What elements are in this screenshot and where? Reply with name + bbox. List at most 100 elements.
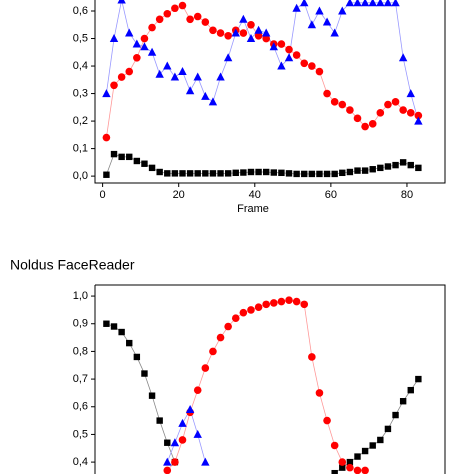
circle-marker	[346, 463, 354, 472]
triangle-marker	[170, 72, 180, 81]
circle-marker	[163, 9, 172, 18]
triangle-marker	[132, 39, 142, 48]
circle-marker	[384, 100, 392, 109]
circle-marker	[361, 122, 369, 131]
circle-marker	[285, 296, 293, 305]
triangle-marker	[193, 72, 202, 81]
square-marker	[339, 169, 346, 177]
square-marker	[148, 392, 156, 399]
square-marker	[399, 398, 407, 405]
triangle-marker	[406, 89, 415, 98]
square-marker	[331, 170, 338, 178]
square-marker	[407, 161, 414, 169]
circle-marker	[338, 100, 347, 109]
square-marker	[171, 170, 179, 177]
square-marker	[126, 339, 133, 347]
triangle-marker	[277, 61, 286, 70]
triangle-marker	[261, 28, 271, 37]
square-marker	[392, 411, 399, 419]
y-tick-label: 0,6	[73, 5, 88, 17]
square-marker	[331, 469, 338, 474]
triangle-marker	[391, 0, 400, 7]
square-marker	[110, 150, 118, 158]
square-marker	[285, 170, 293, 177]
circle-marker	[376, 109, 385, 117]
circle-marker	[231, 314, 240, 323]
square-marker	[240, 169, 247, 176]
square-marker	[209, 170, 217, 177]
y-tick-label: 1,0	[73, 290, 88, 302]
triangle-marker	[414, 116, 423, 125]
triangle-marker	[125, 28, 134, 37]
circle-marker	[308, 62, 316, 70]
triangle-marker	[246, 34, 256, 43]
triangle-marker	[201, 457, 210, 466]
triangle-marker	[140, 42, 149, 51]
circle-marker	[308, 353, 316, 361]
square-marker	[133, 157, 141, 165]
triangle-marker	[398, 53, 408, 62]
square-marker	[316, 170, 323, 178]
circle-marker	[391, 98, 400, 106]
triangle-marker	[376, 0, 385, 7]
square-marker	[369, 442, 376, 449]
triangle-marker	[223, 53, 233, 62]
circle-marker	[178, 1, 187, 10]
square-marker	[384, 163, 392, 170]
square-marker	[156, 168, 163, 176]
x-tick-label: 40	[249, 189, 261, 201]
circle-marker	[292, 51, 301, 59]
series-line	[106, 0, 419, 122]
circle-marker	[270, 299, 278, 307]
x-axis-label: Frame	[237, 203, 269, 215]
triangle-marker	[185, 405, 195, 414]
circle-marker	[178, 436, 187, 444]
square-marker	[377, 436, 384, 444]
square-marker	[247, 168, 255, 176]
square-marker	[392, 161, 399, 169]
square-marker	[262, 168, 270, 176]
circle-marker	[201, 18, 210, 26]
y-tick-label: 0,5	[73, 428, 88, 440]
triangle-marker	[163, 457, 172, 466]
y-tick-label: 0,2	[73, 115, 88, 127]
y-tick-label: 0,0	[73, 170, 88, 182]
square-marker	[369, 166, 376, 173]
triangle-marker	[147, 47, 157, 56]
square-marker	[186, 170, 194, 177]
square-marker	[118, 328, 125, 336]
circle-marker	[133, 53, 141, 62]
square-marker	[361, 167, 369, 174]
circle-marker	[239, 308, 248, 317]
triangle-marker	[201, 91, 210, 100]
square-marker	[141, 160, 148, 167]
circle-marker	[163, 466, 172, 474]
triangle-marker	[300, 0, 309, 7]
circle-marker	[254, 303, 263, 311]
circle-marker	[140, 34, 149, 43]
circle-marker	[148, 23, 156, 32]
circle-marker	[353, 466, 362, 474]
y-tick-label: 0,4	[73, 60, 88, 72]
circle-marker	[117, 73, 126, 81]
triangle-marker	[216, 72, 225, 81]
y-tick-label: 0,7	[73, 373, 88, 385]
circle-marker	[216, 29, 225, 37]
circle-marker	[209, 26, 217, 35]
circle-marker	[224, 31, 232, 40]
square-marker	[148, 164, 156, 172]
circle-marker	[285, 45, 293, 54]
circle-marker	[110, 81, 118, 90]
triangle-marker	[109, 34, 119, 43]
square-marker	[194, 170, 201, 177]
square-marker	[133, 353, 141, 361]
square-marker	[415, 375, 422, 383]
circle-marker	[216, 333, 225, 342]
circle-marker	[300, 59, 309, 68]
triangle-marker	[383, 0, 393, 7]
square-marker	[232, 169, 239, 177]
triangle-marker	[368, 0, 377, 7]
square-marker	[384, 425, 392, 433]
y-tick-label: 0,3	[73, 87, 88, 99]
square-marker	[278, 169, 285, 177]
